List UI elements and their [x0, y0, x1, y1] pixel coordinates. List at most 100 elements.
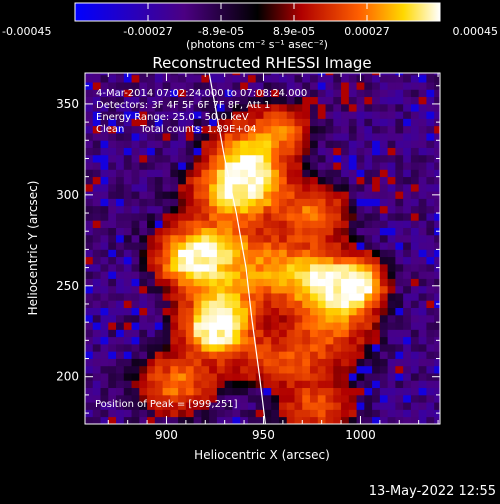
heatmap-cell [302, 176, 311, 185]
heatmap-cell [255, 82, 264, 90]
heatmap-cell [154, 111, 163, 119]
heatmap-cell [216, 387, 226, 396]
heatmap-cell [286, 73, 295, 76]
heatmap-cell [364, 256, 373, 265]
heatmap-cell [333, 89, 342, 98]
heatmap-cell [410, 343, 420, 352]
heatmap-cell [116, 365, 125, 374]
heatmap-cell [185, 154, 195, 163]
heatmap-cell [325, 169, 334, 178]
heatmap-cell [147, 140, 156, 148]
heatmap-cell [193, 263, 202, 272]
heatmap-cell [341, 89, 350, 98]
heatmap-cell [271, 205, 280, 214]
heatmap-cell [209, 271, 218, 279]
heatmap-cell [348, 300, 357, 308]
heatmap-cell [131, 358, 140, 367]
heatmap-cell [178, 154, 187, 163]
heatmap-cell [294, 343, 303, 352]
heatmap-cell [162, 278, 171, 287]
heatmap-cell [403, 198, 412, 207]
heatmap-cell [232, 147, 241, 156]
heatmap-cell [224, 394, 233, 403]
heatmap-cell [294, 256, 303, 265]
heatmap-cell [232, 220, 241, 228]
heatmap-cell [294, 307, 303, 316]
heatmap-cell [92, 89, 101, 98]
heatmap-cell [364, 416, 373, 424]
heatmap-cell [123, 176, 132, 185]
heatmap-cell [333, 82, 342, 90]
heatmap-cell [139, 169, 148, 178]
heatmap-cell [170, 125, 179, 134]
heatmap-cell [147, 82, 156, 90]
heatmap-cell [147, 183, 156, 192]
heatmap-cell [232, 73, 241, 76]
heatmap-cell [364, 387, 373, 396]
heatmap-cell [108, 147, 117, 156]
heatmap-cell [387, 263, 396, 272]
heatmap-cell [387, 73, 396, 76]
heatmap-cell [348, 394, 357, 403]
heatmap-cell [325, 329, 334, 338]
heatmap-cell [139, 322, 148, 330]
heatmap-cell [147, 154, 156, 163]
colorbar-tick-label: -0.00045 [2, 25, 51, 38]
heatmap-cell [224, 416, 233, 424]
heatmap-cell [116, 176, 125, 185]
heatmap-cell [131, 96, 140, 105]
heatmap-cell [154, 409, 163, 418]
heatmap-cell [263, 336, 272, 345]
heatmap-cell [364, 154, 373, 163]
heatmap-cell [139, 307, 148, 316]
heatmap-cell [387, 300, 396, 308]
heatmap-cell [333, 227, 342, 236]
heatmap-cell [310, 147, 319, 156]
heatmap-cell [418, 351, 427, 359]
heatmap-cell [372, 358, 381, 367]
heatmap-cell [147, 220, 156, 228]
heatmap-cell [271, 263, 280, 272]
heatmap-cell [434, 394, 440, 403]
heatmap-cell [131, 73, 140, 76]
heatmap-cell [294, 271, 303, 279]
heatmap-cell [123, 169, 132, 178]
heatmap-cell [348, 162, 357, 170]
heatmap-cell [108, 314, 117, 323]
heatmap-cell [131, 198, 140, 207]
heatmap-cell [263, 220, 272, 228]
heatmap-cell [201, 103, 210, 112]
heatmap-cell [209, 416, 218, 424]
heatmap-cell [403, 278, 412, 287]
heatmap-cell [372, 227, 381, 236]
heatmap-cell [317, 343, 326, 352]
heatmap-cell [278, 227, 288, 236]
heatmap-cell [403, 271, 412, 279]
heatmap-cell [395, 133, 404, 141]
heatmap-cell [418, 329, 427, 338]
heatmap-cell [364, 249, 373, 258]
heatmap-cell [317, 191, 326, 199]
heatmap-cell [154, 169, 163, 178]
heatmap-cell [317, 293, 326, 301]
heatmap-cell [240, 162, 249, 170]
heatmap-cell [108, 285, 117, 294]
heatmap-cell [348, 118, 357, 127]
heatmap-cell [395, 82, 404, 90]
heatmap-cell [372, 329, 381, 338]
heatmap-cell [302, 205, 311, 214]
heatmap-cell [185, 285, 195, 294]
heatmap-cell [123, 227, 132, 236]
heatmap-cell [224, 205, 233, 214]
heatmap-cell [178, 147, 187, 156]
heatmap-cell [139, 416, 148, 424]
heatmap-cell [356, 307, 365, 316]
heatmap-cell [209, 242, 218, 250]
heatmap-cell [185, 162, 195, 170]
heatmap-cell [356, 329, 365, 338]
heatmap-cell [426, 191, 435, 199]
heatmap-cell [139, 140, 148, 148]
heatmap-cell [201, 336, 210, 345]
heatmap-cell [216, 73, 226, 76]
heatmap-cell [317, 285, 326, 294]
